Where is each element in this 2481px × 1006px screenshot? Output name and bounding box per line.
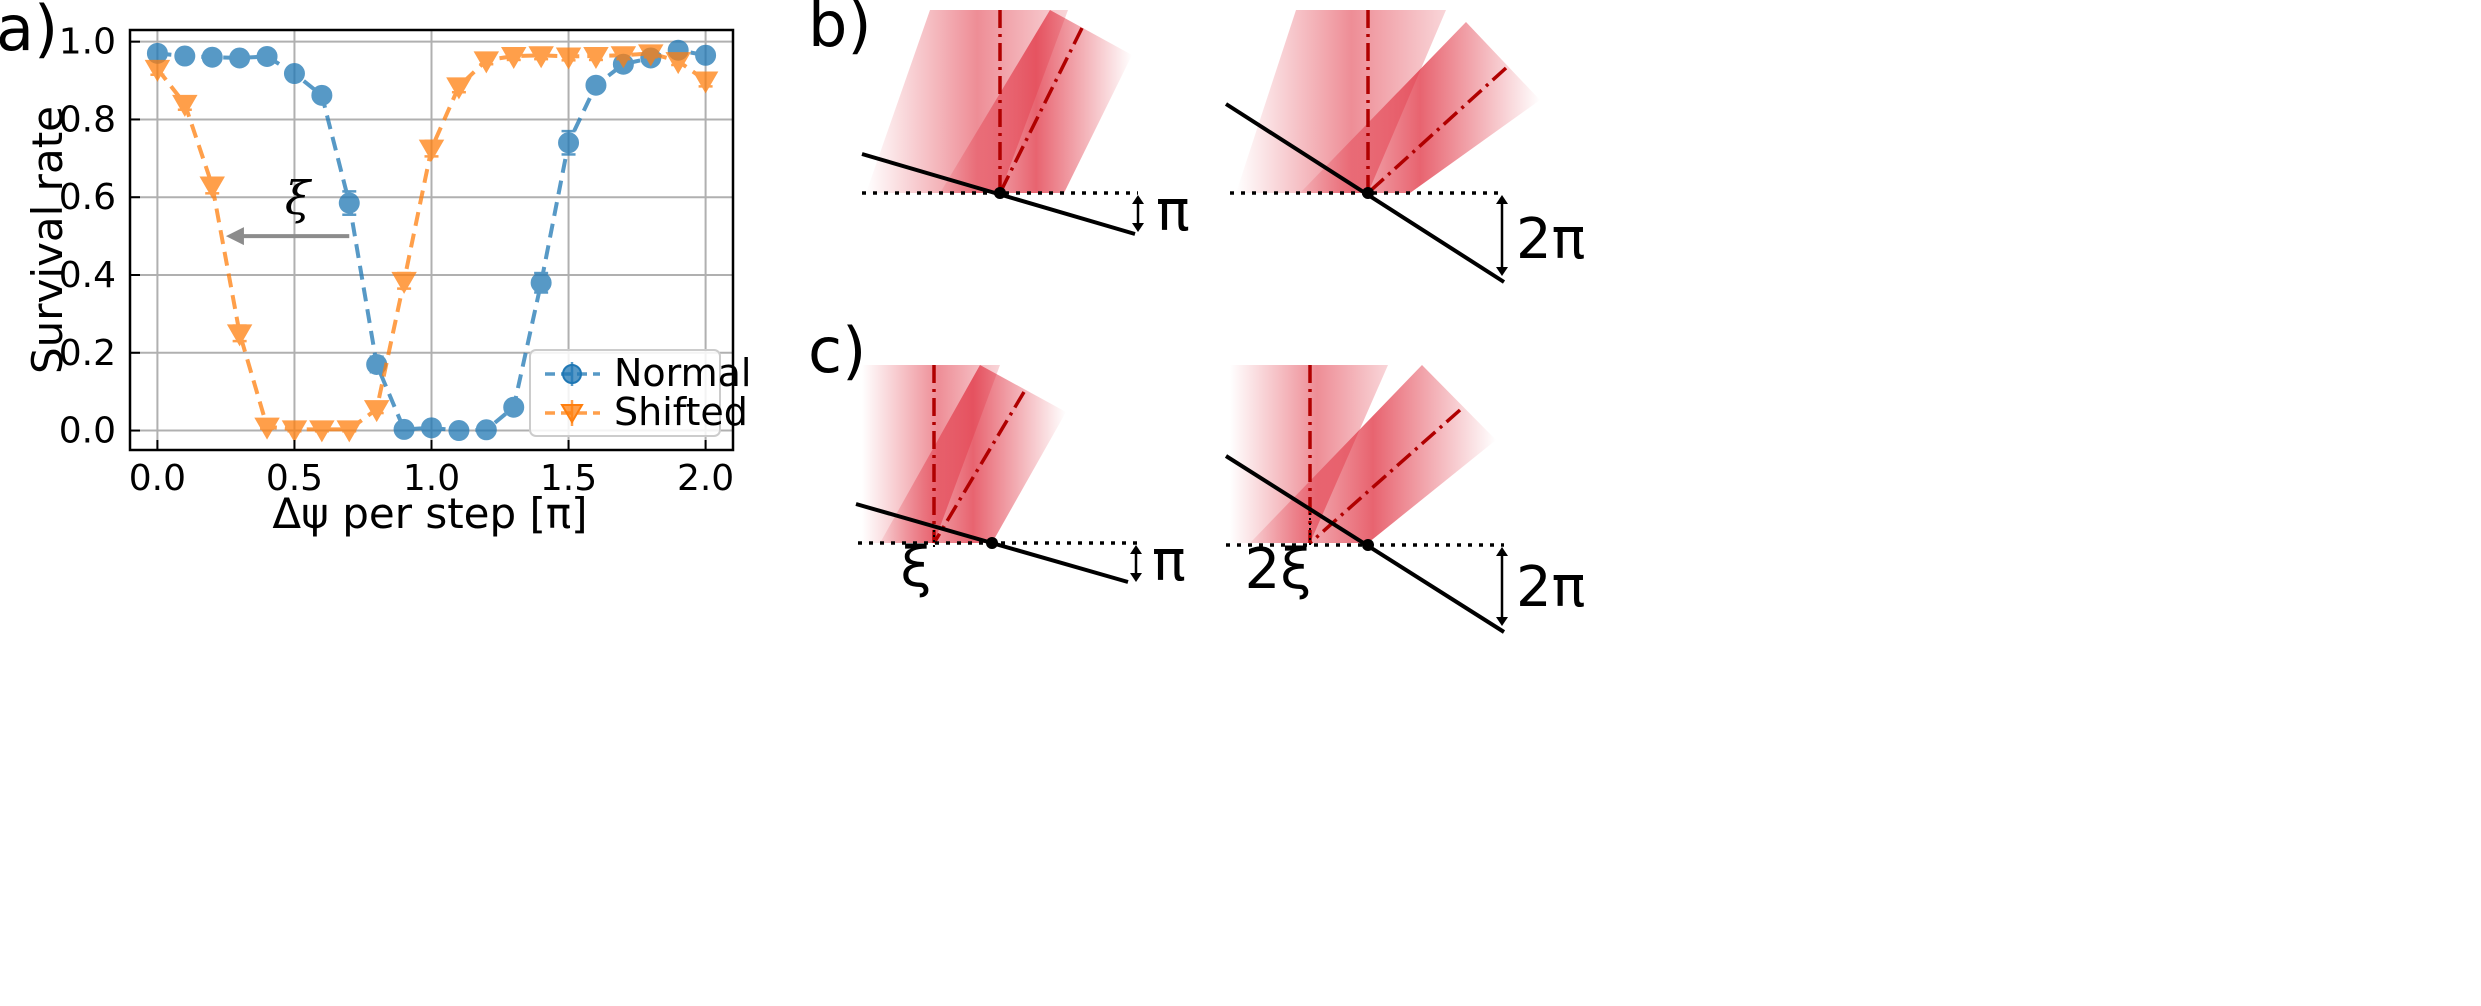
data-point — [201, 46, 223, 68]
data-point — [555, 47, 582, 70]
data-point — [503, 396, 525, 418]
y-tick-label: 0.8 — [59, 99, 116, 140]
x-tick-label: 2.0 — [677, 458, 734, 499]
diagram-c-pi-label: π — [1152, 529, 1186, 594]
beam-vertical — [1236, 10, 1446, 193]
x-axis-title: Δψ per step [π] — [272, 489, 587, 538]
xi-label: ξ — [285, 171, 313, 225]
diagram-b-2pi: 2π — [1224, 10, 1585, 284]
legend-entry-shifted: Shifted — [545, 390, 748, 434]
panel-label-b: b) — [808, 0, 872, 61]
diagram-c-2pi-label: 2π — [1516, 555, 1585, 620]
y-tick-label: 0.4 — [59, 255, 116, 296]
data-point — [174, 45, 196, 67]
diagram-c-pi: ξ π — [855, 365, 1186, 600]
data-point — [585, 74, 607, 96]
data-point — [665, 52, 691, 75]
diagram-b-2pi-label: 2π — [1516, 207, 1585, 272]
xi-arrow-head — [225, 227, 244, 246]
panel-label-c: c) — [808, 314, 866, 387]
data-point — [338, 192, 360, 214]
data-point — [254, 417, 280, 440]
data-point — [172, 94, 198, 117]
legend-entry-normal: Normal — [545, 351, 752, 395]
data-point — [311, 84, 333, 106]
beam-vertical — [1230, 365, 1388, 543]
data-point — [363, 400, 390, 423]
data-point — [448, 420, 470, 442]
data-point — [226, 324, 253, 347]
diagram-b-pi: π — [861, 10, 1190, 244]
data-point — [393, 418, 415, 440]
data-point — [229, 47, 251, 69]
x-tick-label: 0.5 — [266, 458, 323, 499]
data-point — [418, 139, 445, 162]
data-point — [446, 77, 472, 100]
legend-label-shifted: Shifted — [614, 390, 748, 434]
y-tick-label: 0.2 — [59, 333, 116, 374]
data-point — [144, 59, 171, 82]
y-tick-label: 0.6 — [59, 177, 116, 218]
diagram-b-pi-label: π — [1156, 179, 1190, 244]
diagram-c-xi-label: ξ — [900, 535, 931, 600]
data-point — [199, 176, 225, 199]
data-point — [283, 63, 305, 85]
data-point — [475, 419, 497, 441]
survival-rate-chart: ξ 0.0 0.5 1.0 1.5 2.0 0.0 0.2 0.4 0.6 0.8 1.0 Δψ p… — [23, 22, 752, 538]
data-point — [281, 420, 308, 443]
data-point — [610, 46, 637, 69]
data-point — [692, 71, 719, 94]
x-tick-label: 1.0 — [403, 458, 460, 499]
x-tick-label: 0.0 — [129, 458, 186, 499]
panel-label-a: a) — [0, 0, 58, 65]
diagram-c-2xi-label: 2ξ — [1245, 537, 1312, 602]
axis-ticks: 0.0 0.5 1.0 1.5 2.0 0.0 0.2 0.4 0.6 0.8 1.0 — [59, 22, 734, 499]
data-point — [391, 271, 417, 294]
xi-annotation: ξ — [225, 171, 350, 246]
data-point — [583, 47, 609, 70]
beam-tilted — [940, 10, 1132, 193]
beam-tilted — [880, 365, 1066, 543]
data-point — [695, 44, 717, 66]
data-point — [500, 47, 527, 70]
legend-label-normal: Normal — [614, 351, 752, 395]
data-point — [256, 45, 278, 67]
series-layer — [144, 39, 719, 443]
data-point — [309, 420, 335, 443]
diagram-c-2pi: 2ξ 2π — [1224, 365, 1585, 634]
y-tick-label: 1.0 — [59, 22, 116, 63]
data-point — [530, 272, 552, 294]
legend: Normal Shifted — [529, 349, 752, 437]
data-point — [336, 420, 363, 443]
y-axis-title: Survival rate — [23, 106, 72, 374]
data-point — [473, 51, 500, 74]
data-point — [638, 44, 664, 67]
y-tick-label: 0.0 — [59, 411, 116, 452]
data-point — [528, 46, 554, 69]
data-point — [558, 132, 580, 154]
beam-tilted — [1300, 22, 1540, 193]
beam-vertical — [866, 10, 1068, 193]
x-tick-label: 1.5 — [540, 458, 597, 499]
series-shifted — [144, 44, 719, 443]
data-point — [421, 417, 442, 439]
